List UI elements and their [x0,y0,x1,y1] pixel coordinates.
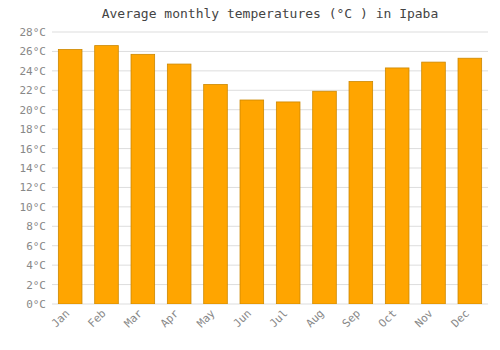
x-tick-label: May [194,307,218,331]
bar [313,91,337,304]
y-tick-label: 16°C [20,143,47,156]
bar [167,64,191,304]
bar [131,54,155,304]
x-tick-label: Apr [158,307,182,331]
x-tick-label: Oct [376,307,399,330]
y-tick-label: 4°C [26,259,46,272]
bar [458,58,482,304]
bar [58,49,82,304]
grid [52,32,488,304]
y-tick-label: 18°C [20,123,47,136]
x-tick-label: Mar [122,307,146,331]
x-tick-label: Aug [303,307,326,330]
x-tick-label: Nov [412,307,436,331]
bar [240,100,264,304]
y-tick-label: 24°C [20,65,47,78]
x-tick-label: Feb [85,307,108,330]
y-tick-label: 28°C [20,26,47,39]
y-tick-label: 14°C [20,162,47,175]
grid-line [52,32,488,33]
y-tick-label: 20°C [20,104,47,117]
bar [276,102,300,304]
y-tick-label: 12°C [20,181,47,194]
bar [349,82,373,304]
y-tick-label: 22°C [20,84,47,97]
chart: Average monthly temperatures (°C ) in Ip… [0,0,500,350]
x-tick-label: Jul [267,307,290,330]
bar [385,68,409,304]
bar [95,46,119,304]
y-tick-label: 6°C [26,240,46,253]
x-tick-label: Jan [49,307,72,330]
bar [422,62,446,304]
bar [204,84,228,304]
x-tick-label: Dec [449,307,472,330]
y-tick-label: 26°C [20,45,47,58]
bars [58,46,481,304]
y-tick-label: 8°C [26,220,46,233]
y-tick-label: 2°C [26,279,46,292]
x-tick-label: Sep [340,307,363,330]
x-axis: Jan Feb Mar Apr May Jun Jul Aug Sep Oct Nov Dec [49,307,472,331]
y-tick-label: 0°C [26,298,46,311]
title: Average monthly temperatures (°C ) in Ip… [102,6,439,21]
y-tick-label: 10°C [20,201,47,214]
chart-container: Average monthly temperatures (°C ) in Ip… [0,0,500,350]
x-tick-label: Jun [231,307,254,330]
y-axis: 0°C 2°C 4°C 6°C 8°C 10°C 12°C 14°C 16°C 18°C 20°C 2… [20,26,47,311]
